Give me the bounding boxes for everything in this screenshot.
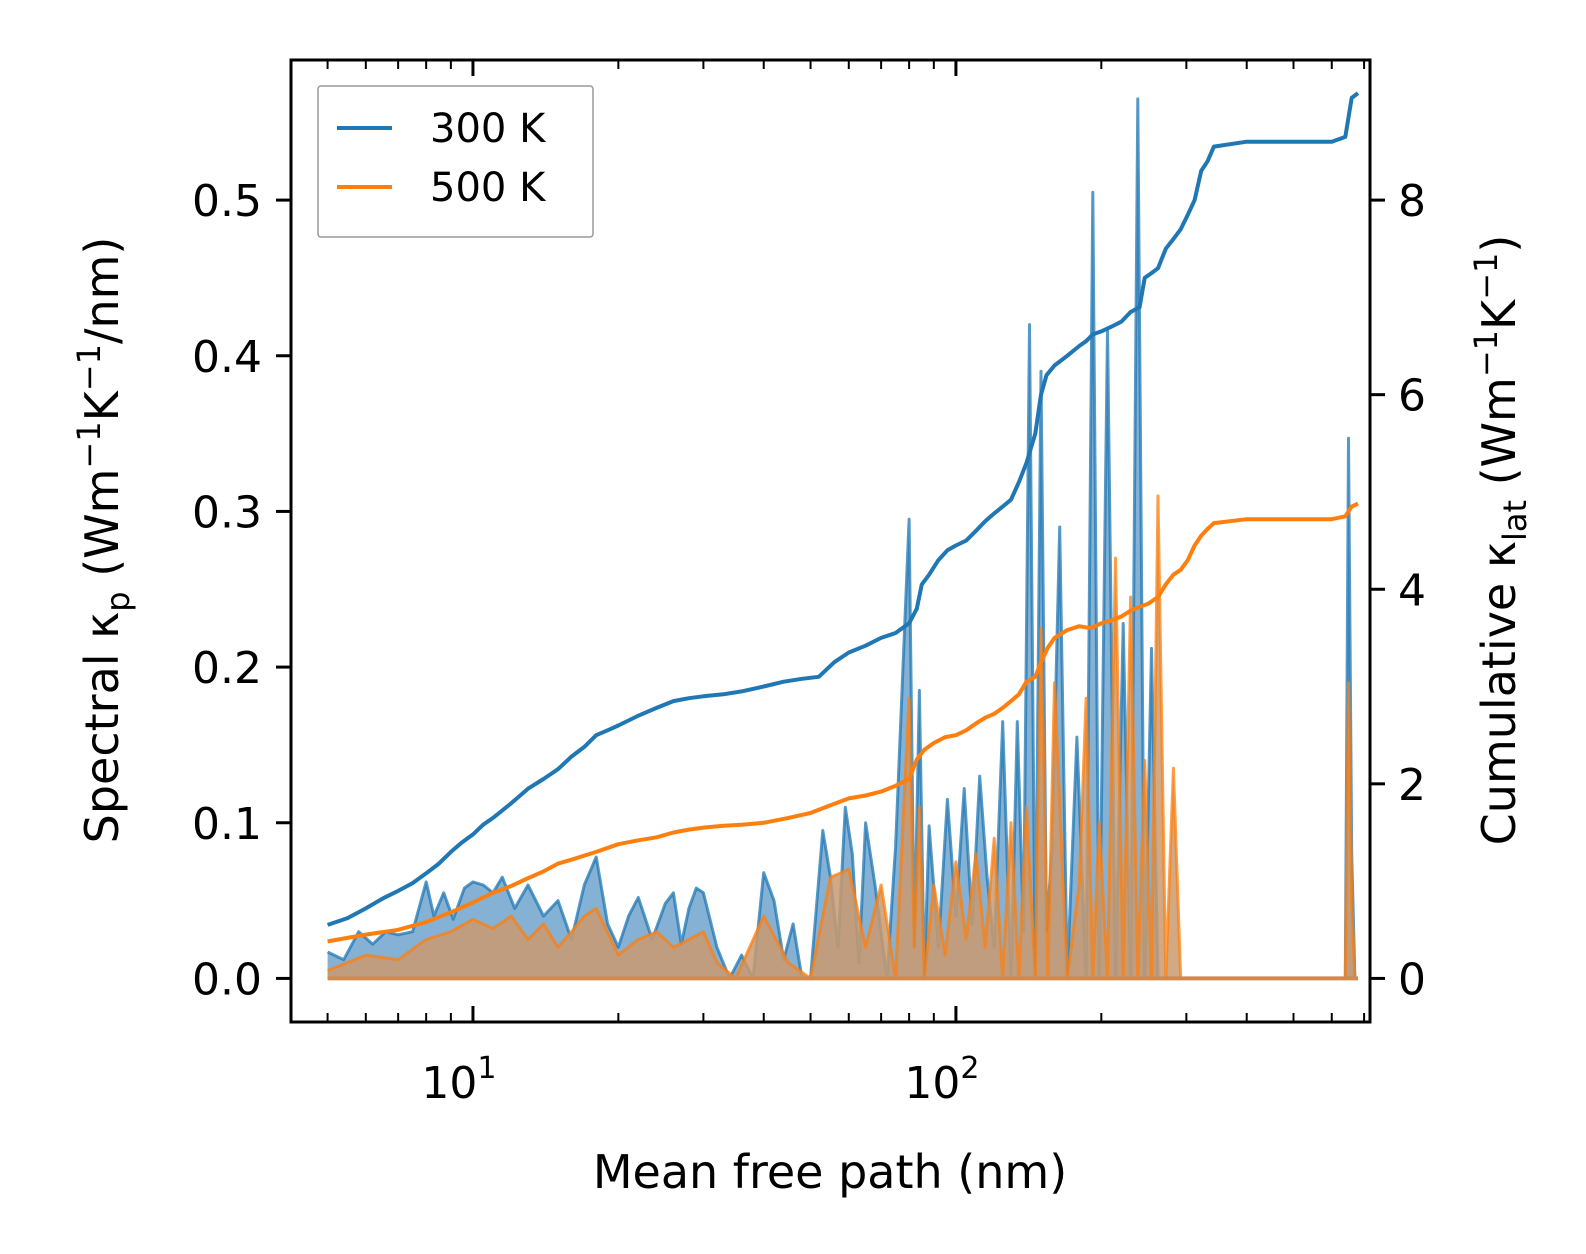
left-y-tick-label: 0.1 xyxy=(192,799,262,850)
right-y-tick-label: 2 xyxy=(1398,760,1426,811)
cumulative-line-500k xyxy=(327,501,1359,944)
left-y-tick-label: 0.3 xyxy=(192,487,262,538)
right-y-axis-label: Cumulative κlat (Wm−1K−1) xyxy=(1467,235,1534,846)
legend-label-500k: 500 K xyxy=(430,165,547,211)
left-y-tick-label: 0.5 xyxy=(192,176,262,227)
right-y-tick-label: 0 xyxy=(1398,954,1426,1005)
legend: 300 K 500 K xyxy=(317,85,594,238)
left-y-tick-label: 0.4 xyxy=(192,332,262,383)
x-axis-label: Mean free path (nm) xyxy=(593,1145,1067,1199)
spectral-series-group xyxy=(326,97,1359,981)
right-y-tick-label: 4 xyxy=(1398,565,1426,616)
x-tick-label: 101 xyxy=(421,1051,496,1109)
left-y-axis-label: Spectral κp (Wm−1K−1/nm) xyxy=(70,237,137,844)
left-y-tick-label: 0.0 xyxy=(192,954,262,1005)
right-y-tick-label: 6 xyxy=(1398,371,1426,422)
legend-box xyxy=(317,85,594,238)
left-y-tick-label: 0.2 xyxy=(192,643,262,694)
x-tick-label: 102 xyxy=(904,1051,979,1109)
cumulative-series-group xyxy=(326,91,1360,944)
cumulative-line-300k xyxy=(326,91,1360,927)
axis-ticks-group: 101 102 0.0 0.1 0.2 0.3 0.4 0.5 0 2 4 6 8 xyxy=(192,60,1426,1109)
plot-frame xyxy=(289,58,1372,1024)
right-y-tick-label: 8 xyxy=(1398,176,1426,227)
legend-label-300k: 300 K xyxy=(430,106,547,152)
